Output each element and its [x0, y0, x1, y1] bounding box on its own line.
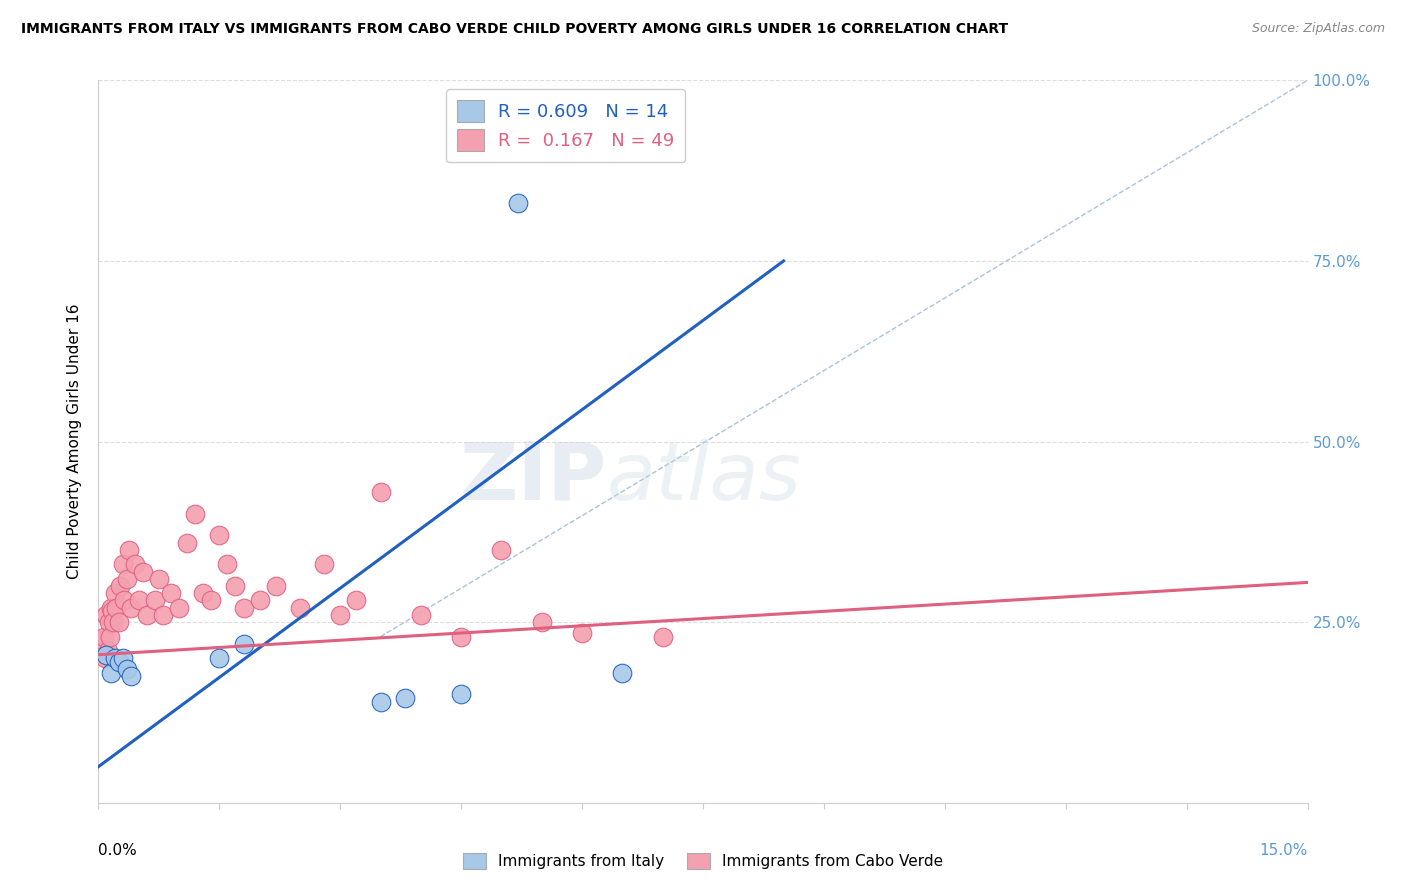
Point [97, 615, 120, 630]
Text: ZIP: ZIP [458, 439, 606, 516]
Point [232, 600, 254, 615]
Point [288, 600, 311, 615]
Text: Source: ZipAtlas.com: Source: ZipAtlas.com [1251, 22, 1385, 36]
Point [450, 687, 472, 701]
Point [128, 593, 150, 607]
Point [143, 593, 166, 607]
Point [651, 630, 673, 644]
Point [208, 651, 231, 665]
Point [612, 665, 634, 680]
Point [105, 600, 128, 615]
Point [112, 593, 135, 607]
Point [103, 651, 125, 665]
Point [491, 542, 513, 557]
Point [571, 626, 593, 640]
Text: IMMIGRANTS FROM ITALY VS IMMIGRANTS FROM CABO VERDE CHILD POVERTY AMONG GIRLS UN: IMMIGRANTS FROM ITALY VS IMMIGRANTS FROM… [21, 22, 1008, 37]
Point [217, 558, 239, 572]
Point [100, 665, 122, 680]
Point [249, 593, 271, 607]
Point [200, 593, 222, 607]
Point [409, 607, 432, 622]
Point [107, 655, 129, 669]
Point [148, 572, 170, 586]
Point [108, 579, 131, 593]
Point [93, 630, 115, 644]
Text: atlas: atlas [606, 439, 801, 516]
Point [115, 572, 138, 586]
Text: 0.0%: 0.0% [98, 843, 138, 857]
Point [111, 651, 134, 665]
Point [160, 586, 183, 600]
Point [97, 644, 120, 658]
Point [329, 607, 352, 622]
Point [176, 535, 198, 549]
Point [450, 630, 472, 644]
Point [101, 615, 124, 630]
Point [103, 586, 125, 600]
Point [94, 651, 117, 665]
Point [370, 695, 392, 709]
Point [101, 604, 124, 618]
Point [118, 542, 141, 557]
Legend: Immigrants from Italy, Immigrants from Cabo Verde: Immigrants from Italy, Immigrants from C… [457, 847, 949, 875]
Point [184, 507, 207, 521]
Point [152, 607, 174, 622]
Point [370, 485, 392, 500]
Point [91, 633, 114, 648]
Point [394, 691, 416, 706]
Point [115, 662, 138, 676]
Legend: R = 0.609   N = 14, R =  0.167   N = 49: R = 0.609 N = 14, R = 0.167 N = 49 [446, 89, 686, 162]
Point [224, 579, 246, 593]
Point [506, 196, 529, 211]
Point [96, 607, 118, 622]
Point [167, 600, 190, 615]
Point [193, 586, 215, 600]
Point [120, 600, 142, 615]
Point [98, 630, 121, 644]
Point [107, 615, 129, 630]
Point [111, 558, 134, 572]
Point [100, 600, 122, 615]
Y-axis label: Child Poverty Among Girls Under 16: Child Poverty Among Girls Under 16 [67, 304, 83, 579]
Point [96, 648, 118, 662]
Point [124, 558, 146, 572]
Text: 15.0%: 15.0% [1260, 843, 1308, 857]
Point [132, 565, 155, 579]
Point [120, 669, 142, 683]
Point [344, 593, 367, 607]
Point [264, 579, 287, 593]
Point [208, 528, 231, 542]
Point [314, 558, 336, 572]
Point [530, 615, 553, 630]
Point [135, 607, 157, 622]
Point [232, 637, 254, 651]
